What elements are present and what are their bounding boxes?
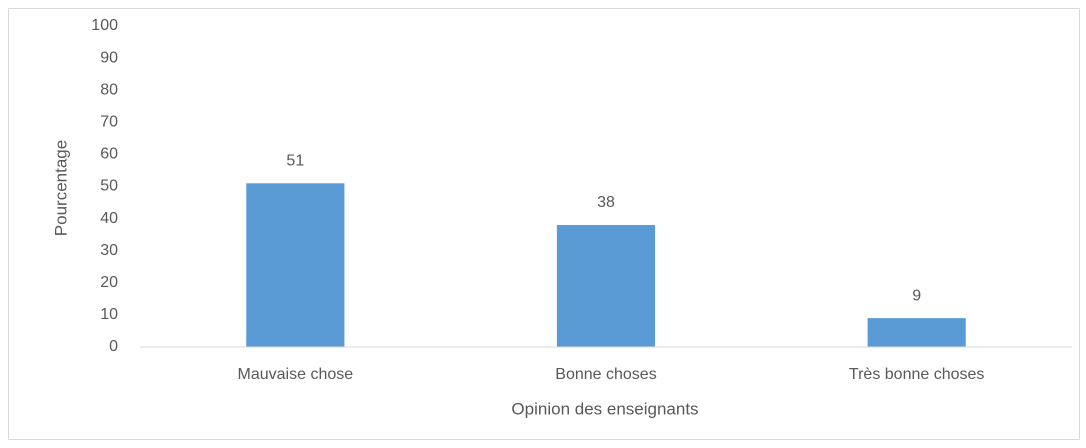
y-tick-label: 30 [100, 242, 118, 259]
y-tick-label: 0 [109, 338, 118, 355]
y-tick-label: 40 [100, 210, 118, 227]
y-tick-label: 60 [100, 146, 118, 163]
y-tick-label: 100 [91, 17, 118, 34]
y-tick-label: 90 [100, 49, 118, 66]
x-tick-label: Très bonne choses [849, 366, 984, 383]
data-label: 9 [912, 287, 921, 304]
bar [556, 225, 656, 347]
y-tick-label: 20 [100, 274, 118, 291]
data-label: 38 [597, 194, 615, 211]
y-tick-label: 50 [100, 178, 118, 195]
x-axis-title: Opinion des enseignants [511, 399, 698, 418]
bar [867, 318, 966, 347]
bar [246, 183, 345, 347]
y-tick-label: 70 [100, 114, 118, 131]
y-axis-title: Pourcentage [51, 140, 70, 236]
y-tick-label: 80 [100, 81, 118, 98]
y-tick-label: 10 [100, 306, 118, 323]
data-label: 51 [286, 153, 304, 170]
x-tick-label: Mauvaise chose [238, 366, 354, 383]
x-tick-label: Bonne choses [555, 366, 656, 383]
chart-border [8, 8, 1080, 440]
